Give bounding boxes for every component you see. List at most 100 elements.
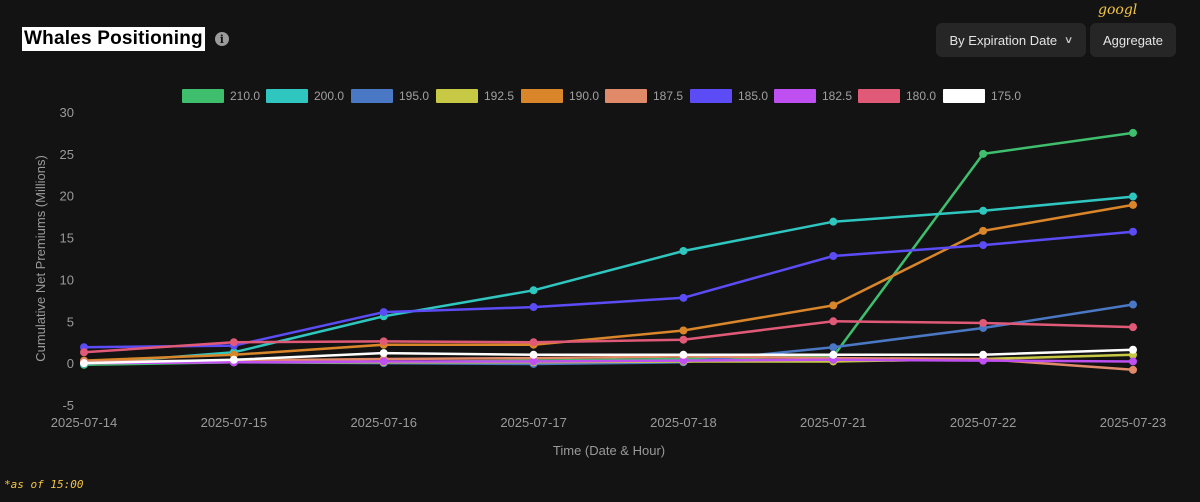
handwritten-note-top: googl — [1098, 2, 1138, 18]
y-tick-label: 15 — [60, 231, 74, 246]
data-point-175.0 — [229, 355, 238, 364]
data-point-180.0 — [979, 318, 988, 327]
x-tick-label: 2025-07-17 — [500, 415, 567, 430]
legend-label: 190.0 — [569, 89, 600, 103]
data-point-200.0 — [679, 246, 688, 255]
legend-item-175.0[interactable]: 175.0 — [943, 86, 1021, 106]
data-point-200.0 — [1129, 192, 1137, 201]
series-line-182.5 — [83, 358, 1134, 365]
expiration-dropdown[interactable]: By Expiration Date ∨ — [936, 23, 1086, 57]
x-tick-label: 2025-07-21 — [800, 415, 867, 430]
data-point-182.5 — [379, 357, 388, 366]
y-tick-label: 10 — [60, 272, 74, 287]
y-tick-label: 20 — [60, 189, 74, 204]
y-axis-label: Cumulative Net Premiums (Millions) — [33, 155, 48, 362]
dropdown-label: By Expiration Date — [949, 32, 1058, 48]
legend-label: 195.0 — [399, 89, 430, 103]
legend-item-200.0[interactable]: 200.0 — [266, 86, 344, 106]
handwritten-note-bottom: *as of 15:00 — [4, 478, 84, 491]
aggregate-button[interactable]: Aggregate — [1090, 23, 1176, 57]
legend-label: 182.5 — [822, 89, 853, 103]
x-axis-label: Time (Date & Hour) — [553, 443, 665, 458]
legend-swatch — [605, 89, 647, 103]
legend-label: 192.5 — [484, 89, 515, 103]
legend-swatch — [351, 89, 393, 103]
legend-item-187.5[interactable]: 187.5 — [605, 86, 683, 106]
legend-label: 210.0 — [230, 89, 261, 103]
data-point-200.0 — [829, 217, 838, 226]
data-point-185.0 — [979, 241, 988, 250]
legend-label: 180.0 — [906, 89, 937, 103]
data-point-180.0 — [679, 335, 688, 344]
legend-label: 187.5 — [653, 89, 684, 103]
data-point-190.0 — [679, 326, 688, 335]
data-point-210.0 — [979, 149, 988, 158]
data-point-180.0 — [829, 317, 838, 326]
data-point-185.0 — [1129, 227, 1137, 236]
x-tick-label: 2025-07-22 — [950, 415, 1017, 430]
series-line-200.0 — [83, 195, 1134, 366]
legend-item-210.0[interactable]: 210.0 — [182, 86, 260, 106]
data-point-200.0 — [979, 206, 988, 215]
y-tick-label: 30 — [60, 105, 74, 120]
series-line-175.0 — [83, 348, 1134, 365]
legend-swatch — [436, 89, 478, 103]
page-title: Whales Positioning — [22, 27, 205, 51]
legend-swatch — [858, 89, 900, 103]
data-point-182.5 — [1129, 357, 1137, 366]
legend-swatch — [774, 89, 816, 103]
data-point-190.0 — [1129, 200, 1137, 209]
title-group: Whales Positioning i — [22, 27, 229, 51]
legend-item-192.5[interactable]: 192.5 — [436, 86, 514, 106]
line-chart: -5 0 5 10 15 20 25 30 2025-07-14 2025-07-15 2025-0… — [0, 100, 1200, 497]
data-point-195.0 — [829, 343, 838, 352]
data-point-182.5 — [979, 356, 988, 365]
chart-legend: 210.0 200.0 195.0 192.5 190.0 187.5 185.0 182.5… — [0, 86, 1200, 110]
data-point-185.0 — [379, 308, 388, 317]
data-point-175.0 — [1129, 345, 1137, 354]
data-point-180.0 — [529, 338, 538, 347]
data-point-185.0 — [529, 303, 538, 312]
data-point-180.0 — [229, 338, 238, 347]
legend-item-180.0[interactable]: 180.0 — [858, 86, 936, 106]
data-point-187.5 — [1129, 365, 1137, 374]
data-point-195.0 — [1129, 300, 1137, 309]
data-point-185.0 — [679, 293, 688, 302]
data-point-200.0 — [529, 286, 538, 295]
legend-swatch — [266, 89, 308, 103]
legend-label: 200.0 — [314, 89, 345, 103]
data-point-175.0 — [529, 350, 538, 359]
data-point-190.0 — [829, 301, 838, 310]
series-line-190.0 — [83, 203, 1134, 362]
y-tick-label: -5 — [62, 398, 74, 413]
legend-label: 185.0 — [738, 89, 769, 103]
data-point-175.0 — [379, 349, 388, 358]
series-line-187.5 — [83, 355, 1134, 372]
legend-swatch — [182, 89, 224, 103]
x-tick-label: 2025-07-14 — [51, 415, 118, 430]
chart-svg: -5 0 5 10 15 20 25 30 2025-07-14 2025-07-15 2025-0… — [33, 105, 1166, 458]
legend-item-190.0[interactable]: 190.0 — [521, 86, 599, 106]
legend-swatch — [943, 89, 985, 103]
data-point-182.5 — [679, 356, 688, 365]
info-icon[interactable]: i — [214, 32, 229, 46]
data-point-190.0 — [979, 226, 988, 235]
legend-item-195.0[interactable]: 195.0 — [351, 86, 429, 106]
x-tick-label: 2025-07-15 — [201, 415, 268, 430]
data-point-182.5 — [529, 357, 538, 366]
aggregate-label: Aggregate — [1103, 32, 1163, 48]
series-line-180.0 — [83, 320, 1134, 354]
y-tick-label: 0 — [67, 356, 74, 371]
legend-label: 175.0 — [991, 89, 1022, 103]
data-point-180.0 — [379, 337, 388, 346]
x-tick-label: 2025-07-18 — [650, 415, 717, 430]
legend-item-185.0[interactable]: 185.0 — [690, 86, 768, 106]
data-point-175.0 — [80, 359, 88, 368]
data-point-180.0 — [1129, 323, 1137, 332]
legend-swatch — [690, 89, 732, 103]
x-tick-label: 2025-07-16 — [350, 415, 417, 430]
legend-item-182.5[interactable]: 182.5 — [774, 86, 852, 106]
data-point-175.0 — [829, 350, 838, 359]
data-point-185.0 — [829, 251, 838, 260]
y-tick-label: 5 — [67, 314, 74, 329]
